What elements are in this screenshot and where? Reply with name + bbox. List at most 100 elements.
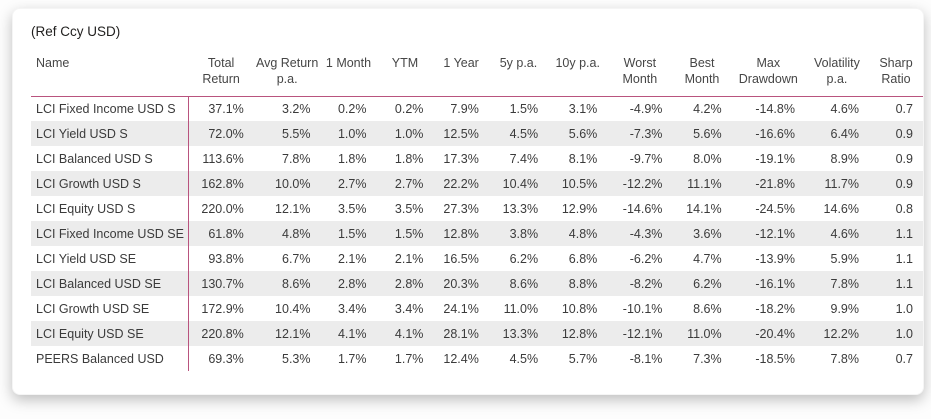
cell-total-return: 172.9%	[201, 301, 244, 316]
cell-name: LCI Balanced USD SE	[31, 271, 189, 296]
table-row[interactable]: LCI Equity USD S 220.0% 12.1% 3.5% 3.5% 27.3%…	[31, 196, 923, 221]
cell-max-drawdown: -16.6%	[755, 126, 795, 141]
column-header-max-drawdown[interactable]: Max Drawdown	[731, 52, 805, 97]
cell-ytm: 2.1%	[394, 251, 424, 266]
cell-1-year: 17.3%	[443, 151, 479, 166]
cell-max-drawdown: -14.8%	[755, 101, 795, 116]
cell-1-year: 7.9%	[450, 101, 479, 116]
cell-ytm: 3.5%	[394, 201, 424, 216]
cell-ytm: 1.5%	[394, 226, 424, 241]
cell-best-month: 4.7%	[693, 251, 722, 266]
cell-sharp-ratio: 0.7	[895, 351, 913, 366]
cell-name: LCI Growth USD S	[31, 171, 189, 196]
column-header-10y-p-a[interactable]: 10y p.a.	[548, 52, 608, 97]
table-row[interactable]: LCI Growth USD S 162.8% 10.0% 2.7% 2.7% 22.2%…	[31, 171, 923, 196]
cell-total-return: 220.0%	[201, 201, 244, 216]
cell-sharp-ratio: 1.1	[895, 276, 913, 291]
table-row[interactable]: LCI Balanced USD SE 130.7% 8.6% 2.8% 2.8% 20.…	[31, 271, 923, 296]
cell-max-drawdown: -21.8%	[755, 176, 795, 191]
cell-1-year: 12.8%	[443, 226, 479, 241]
cell-1-month: 2.1%	[337, 251, 367, 266]
cell-ytm: 1.0%	[394, 126, 424, 141]
table-row[interactable]: LCI Yield USD S 72.0% 5.5% 1.0% 1.0% 12.5% 4.5…	[31, 121, 923, 146]
cell-1-year: 28.1%	[443, 326, 479, 341]
cell-worst-month: -12.2%	[622, 176, 663, 191]
table-body: LCI Fixed Income USD S 37.1% 3.2% 0.2% 0.2% 7…	[31, 96, 923, 371]
cell-name: LCI Yield USD S	[31, 121, 189, 146]
cell-1-month: 4.1%	[337, 326, 367, 341]
cell-name: LCI Fixed Income USD SE	[31, 221, 189, 246]
table-header: Name Total Return Avg Return p.a. 1 Month YT…	[31, 52, 923, 97]
cell-name: PEERS Balanced USD	[31, 346, 189, 371]
column-header-1-year[interactable]: 1 Year	[433, 52, 489, 97]
cell-10y-p-a: 5.7%	[568, 351, 598, 366]
column-header-avg-return-p-a[interactable]: Avg Return p.a.	[253, 52, 321, 97]
page-title: (Ref Ccy USD)	[31, 24, 121, 39]
table-row[interactable]: LCI Yield USD SE 93.8% 6.7% 2.1% 2.1% 16.5% 6.…	[31, 246, 923, 271]
column-header-1-month[interactable]: 1 Month	[320, 52, 377, 97]
cell-avg-return-p-a: 5.3%	[282, 351, 311, 366]
cell-1-year: 27.3%	[443, 201, 479, 216]
cell-1-month: 2.7%	[337, 176, 367, 191]
cell-max-drawdown: -18.2%	[755, 301, 795, 316]
cell-1-year: 22.2%	[443, 176, 479, 191]
column-header-name[interactable]: Name	[31, 52, 189, 97]
column-header-volatility-p-a[interactable]: Volatility p.a.	[804, 52, 869, 97]
cell-10y-p-a: 12.9%	[561, 201, 598, 216]
column-header-best-month[interactable]: Best Month	[672, 52, 732, 97]
cell-ytm: 1.8%	[394, 151, 424, 166]
cell-1-month: 1.5%	[337, 226, 367, 241]
cell-5y-p-a: 13.3%	[502, 201, 539, 216]
cell-volatility-p-a: 7.8%	[830, 351, 860, 366]
table-row[interactable]: LCI Fixed Income USD S 37.1% 3.2% 0.2% 0.2% 7…	[31, 96, 923, 121]
cell-max-drawdown: -19.1%	[755, 151, 795, 166]
column-header-worst-month[interactable]: Worst Month	[607, 52, 673, 97]
cell-total-return: 113.6%	[202, 151, 244, 166]
cell-total-return: 72.0%	[208, 126, 244, 141]
cell-name: LCI Yield USD SE	[31, 246, 189, 271]
cell-1-month: 3.4%	[337, 301, 367, 316]
cell-sharp-ratio: 0.9	[895, 151, 913, 166]
cell-1-month: 2.8%	[337, 276, 367, 291]
cell-volatility-p-a: 4.6%	[830, 226, 860, 241]
cell-volatility-p-a: 14.6%	[823, 201, 859, 216]
cell-1-month: 1.7%	[337, 351, 367, 366]
cell-10y-p-a: 8.1%	[568, 151, 598, 166]
cell-total-return: 162.8%	[201, 176, 244, 191]
table-row[interactable]: LCI Equity USD SE 220.8% 12.1% 4.1% 4.1% 28.1…	[31, 321, 923, 346]
cell-best-month: 11.0%	[687, 326, 722, 341]
column-header-5y-p-a[interactable]: 5y p.a.	[488, 52, 549, 97]
cell-5y-p-a: 13.3%	[502, 326, 539, 341]
cell-total-return: 69.3%	[208, 351, 244, 366]
cell-5y-p-a: 4.5%	[509, 351, 539, 366]
cell-max-drawdown: -20.4%	[755, 326, 795, 341]
cell-5y-p-a: 11.0%	[503, 301, 539, 316]
performance-table: Name Total Return Avg Return p.a. 1 Month YT…	[31, 52, 923, 371]
cell-name: LCI Equity USD S	[31, 196, 189, 221]
report-card: (Ref Ccy USD) Name Total Return Avg Return…	[12, 8, 924, 395]
cell-5y-p-a: 3.8%	[509, 226, 539, 241]
cell-volatility-p-a: 7.8%	[830, 276, 860, 291]
cell-volatility-p-a: 8.9%	[830, 151, 860, 166]
table-row[interactable]: PEERS Balanced USD 69.3% 5.3% 1.7% 1.7% 12.4%…	[31, 346, 923, 371]
cell-max-drawdown: -12.1%	[755, 226, 795, 241]
cell-10y-p-a: 12.8%	[561, 326, 598, 341]
column-header-sharp-ratio[interactable]: Sharp Ratio	[869, 52, 923, 97]
cell-avg-return-p-a: 6.7%	[282, 251, 311, 266]
cell-10y-p-a: 8.8%	[568, 276, 598, 291]
cell-10y-p-a: 5.6%	[568, 126, 598, 141]
cell-worst-month: -14.6%	[622, 201, 663, 216]
cell-1-month: 3.5%	[337, 201, 367, 216]
column-header-ytm[interactable]: YTM	[376, 52, 434, 97]
cell-worst-month: -4.9%	[629, 101, 663, 116]
column-header-total-return[interactable]: Total Return	[188, 52, 254, 97]
cell-worst-month: -7.3%	[629, 126, 663, 141]
table-row[interactable]: LCI Balanced USD S 113.6% 7.8% 1.8% 1.8% 17.3…	[31, 146, 923, 171]
cell-1-year: 12.5%	[443, 126, 479, 141]
cell-best-month: 7.3%	[693, 351, 722, 366]
cell-1-year: 12.4%	[443, 351, 479, 366]
cell-volatility-p-a: 5.9%	[830, 251, 860, 266]
cell-ytm: 2.7%	[394, 176, 424, 191]
table-row[interactable]: LCI Growth USD SE 172.9% 10.4% 3.4% 3.4% 24.1…	[31, 296, 923, 321]
table-row[interactable]: LCI Fixed Income USD SE 61.8% 4.8% 1.5% 1.5%…	[31, 221, 923, 246]
